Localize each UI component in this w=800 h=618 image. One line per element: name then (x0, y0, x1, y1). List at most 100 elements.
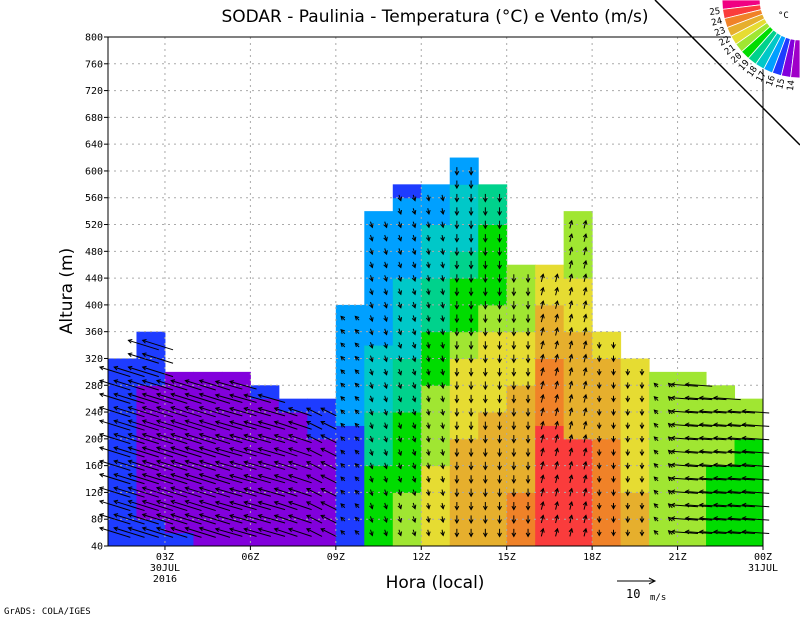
wind-arrow-head (287, 420, 293, 425)
wind-arrow (198, 432, 231, 445)
wind-arrow (497, 193, 502, 203)
wind-arrow (684, 462, 713, 468)
wind-arrow-head (369, 357, 374, 363)
wind-arrow-head (468, 211, 474, 216)
wind-arrow (639, 435, 645, 443)
wind-arrow-head (257, 460, 263, 465)
y-tick-label: 760 (85, 59, 103, 70)
wind-arrow (440, 248, 445, 256)
wind-arrow-head (354, 489, 360, 495)
wind-arrow-shaft (540, 314, 544, 323)
wind-arrow-head (113, 432, 119, 438)
wind-arrow-head (698, 422, 704, 428)
wind-arrow-head (228, 500, 234, 506)
wind-arrow-head (540, 353, 545, 359)
wind-arrow (670, 408, 699, 414)
wind-arrow (383, 489, 388, 497)
wind-arrow-head (305, 474, 311, 479)
wind-arrow (497, 368, 502, 377)
wind-arrow-shaft (569, 528, 573, 537)
wind-arrow (454, 207, 460, 216)
wind-arrow (611, 409, 616, 416)
wind-arrow-head (568, 474, 574, 480)
wind-arrow-head (425, 276, 431, 282)
temperature-cell (278, 398, 308, 413)
wind-arrow-shaft (274, 407, 298, 417)
y-tick-label: 720 (85, 86, 103, 97)
wind-arrow (141, 486, 174, 498)
wind-arrow-head (497, 224, 502, 230)
wind-arrow-shaft (229, 434, 257, 444)
wind-arrow-head (383, 477, 388, 483)
wind-arrow (511, 421, 517, 431)
wind-arrow-head (98, 446, 104, 451)
wind-arrow-head (141, 392, 147, 398)
wind-arrow (273, 447, 298, 457)
wind-arrow-shaft (244, 407, 271, 417)
wind-arrow-head (305, 407, 311, 412)
wind-arrow (369, 328, 374, 336)
wind-arrow-shaft (306, 514, 323, 524)
colorbar-divider (654, 0, 800, 146)
wind-arrow-head (670, 475, 676, 481)
wind-arrow-head (354, 396, 360, 401)
wind-arrow-head (411, 290, 417, 296)
wind-arrow-head (568, 393, 574, 399)
wind-arrow-shaft (540, 287, 544, 296)
wind-arrow (639, 516, 645, 524)
wind-arrow-head (468, 264, 474, 270)
wind-arrow (305, 447, 323, 457)
wind-arrow (727, 489, 755, 495)
wind-arrow (525, 475, 531, 484)
wind-arrow (127, 432, 159, 445)
wind-arrow-shaft (114, 500, 145, 512)
wind-arrow (468, 475, 474, 484)
wind-arrow-head (727, 462, 733, 468)
wind-arrow-shaft (288, 407, 312, 417)
wind-arrow (411, 328, 417, 336)
wind-arrow-head (511, 371, 517, 377)
wind-arrow (383, 368, 388, 376)
wind-arrow-head (170, 406, 176, 411)
temperature-cell (335, 425, 365, 547)
wind-arrow-head (141, 513, 147, 518)
wind-arrow (511, 301, 517, 310)
wind-arrow-shaft (699, 464, 727, 468)
wind-arrow-head (440, 531, 445, 537)
wind-arrow (568, 393, 574, 403)
wind-arrow (383, 275, 388, 282)
wind-arrow-head (369, 410, 374, 416)
wind-arrow-head (440, 196, 445, 202)
wind-arrow-shaft (555, 381, 558, 390)
wind-arrow-head (383, 424, 388, 430)
wind-arrow-head (257, 527, 263, 532)
wind-arrow-head (582, 501, 588, 507)
wind-arrow-shaft (114, 460, 145, 471)
wind-arrow (554, 367, 559, 376)
wind-arrow-head (713, 475, 718, 481)
wind-arrow (305, 528, 323, 537)
wind-arrow (369, 395, 374, 403)
wind-arrow-shaft (583, 475, 587, 483)
wind-arrow-head (155, 432, 161, 438)
wind-arrow (397, 301, 403, 309)
wind-arrow (228, 420, 257, 430)
wind-arrow (625, 462, 631, 470)
wind-arrow (698, 475, 727, 481)
wind-arrow (383, 221, 388, 229)
wind-arrow (184, 459, 216, 471)
wind-arrow-head (511, 452, 517, 458)
wind-arrow (440, 409, 445, 416)
wind-arrow (198, 406, 231, 418)
wind-arrow-head (596, 384, 602, 390)
wind-arrow (273, 487, 298, 497)
wind-arrow-shaft (569, 274, 573, 283)
wind-arrow (141, 459, 174, 471)
wind-arrow-head (340, 382, 346, 388)
wind-arrow-shaft (244, 394, 271, 403)
wind-arrow-head (497, 425, 502, 431)
wind-arrow-head (639, 437, 645, 443)
wind-arrow (354, 516, 360, 522)
wind-arrow (482, 354, 488, 364)
temperature-cell (563, 278, 593, 333)
